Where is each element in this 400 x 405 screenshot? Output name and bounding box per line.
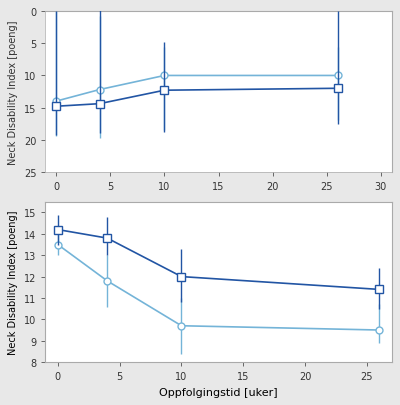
Y-axis label: Neck Disability Index [poeng]: Neck Disability Index [poeng] (8, 20, 18, 164)
Y-axis label: Neck Disability Index [poeng]: Neck Disability Index [poeng] (8, 210, 18, 354)
X-axis label: Oppfolgingstid [uker]: Oppfolgingstid [uker] (159, 387, 278, 396)
